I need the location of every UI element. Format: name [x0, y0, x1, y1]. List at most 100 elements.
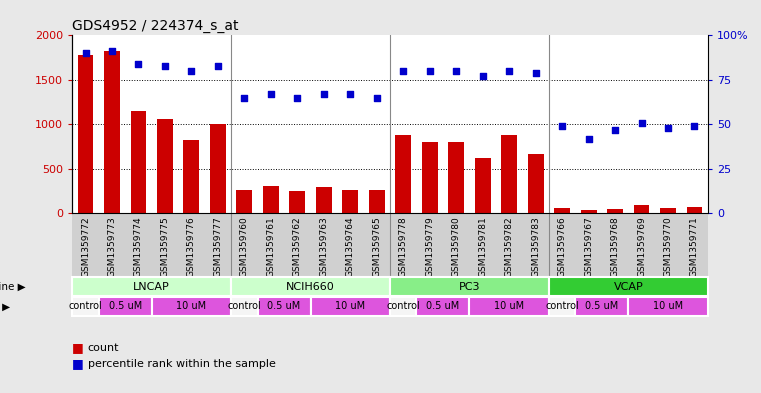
Text: GSM1359774: GSM1359774 — [134, 217, 143, 277]
Point — [318, 91, 330, 97]
Point — [424, 68, 436, 74]
Text: GSM1359766: GSM1359766 — [558, 217, 567, 277]
Point — [662, 125, 674, 131]
Bar — [210, 125, 226, 213]
Point — [106, 48, 118, 55]
Text: cell line ▶: cell line ▶ — [0, 282, 26, 292]
Bar — [183, 140, 199, 213]
Bar — [157, 119, 173, 213]
Text: GSM1359776: GSM1359776 — [187, 217, 196, 277]
Text: GSM1359765: GSM1359765 — [372, 217, 381, 277]
Bar — [629, 297, 708, 316]
Point — [186, 68, 198, 74]
Text: control: control — [545, 301, 579, 312]
Text: VCAP: VCAP — [613, 282, 643, 292]
Bar — [231, 277, 390, 296]
Bar — [470, 297, 549, 316]
Bar — [78, 55, 94, 213]
Text: GSM1359775: GSM1359775 — [161, 217, 170, 277]
Text: GSM1359777: GSM1359777 — [213, 217, 222, 277]
Text: GSM1359783: GSM1359783 — [531, 217, 540, 277]
Text: GSM1359770: GSM1359770 — [664, 217, 673, 277]
Bar — [607, 209, 623, 213]
Bar — [660, 208, 676, 213]
Point — [397, 68, 409, 74]
Text: GSM1359761: GSM1359761 — [266, 217, 275, 277]
Point — [476, 73, 489, 79]
Text: LNCAP: LNCAP — [133, 282, 170, 292]
Bar — [258, 297, 310, 316]
Text: control: control — [68, 301, 103, 312]
Bar — [416, 297, 470, 316]
Bar — [289, 191, 305, 213]
Text: GSM1359779: GSM1359779 — [425, 217, 435, 277]
Bar — [369, 190, 385, 213]
Point — [609, 127, 621, 133]
Text: 10 uM: 10 uM — [494, 301, 524, 312]
Bar — [151, 297, 231, 316]
Point — [344, 91, 356, 97]
Bar — [263, 186, 279, 213]
Point — [238, 95, 250, 101]
Point — [291, 95, 304, 101]
Bar — [72, 297, 99, 316]
Point — [582, 136, 594, 142]
Bar — [549, 297, 575, 316]
Text: ■: ■ — [72, 341, 88, 354]
Text: 0.5 uM: 0.5 uM — [109, 301, 142, 312]
Point — [689, 123, 701, 129]
Text: PC3: PC3 — [459, 282, 480, 292]
Text: 0.5 uM: 0.5 uM — [426, 301, 460, 312]
Bar — [72, 277, 231, 296]
Text: 10 uM: 10 uM — [653, 301, 683, 312]
Bar — [501, 135, 517, 213]
Bar — [316, 187, 332, 213]
Bar — [581, 210, 597, 213]
Bar — [575, 297, 629, 316]
Bar — [310, 297, 390, 316]
Text: 0.5 uM: 0.5 uM — [585, 301, 619, 312]
Text: GSM1359782: GSM1359782 — [505, 217, 514, 277]
Text: GSM1359764: GSM1359764 — [345, 217, 355, 277]
Point — [530, 70, 542, 76]
Bar — [237, 190, 253, 213]
Bar — [99, 297, 151, 316]
Text: 0.5 uM: 0.5 uM — [267, 301, 301, 312]
Text: GSM1359771: GSM1359771 — [690, 217, 699, 277]
Bar — [686, 207, 702, 213]
Text: GSM1359768: GSM1359768 — [610, 217, 619, 277]
Bar — [448, 142, 464, 213]
Point — [556, 123, 568, 129]
Bar — [527, 154, 543, 213]
Bar — [342, 190, 358, 213]
Bar — [549, 277, 708, 296]
Point — [132, 61, 145, 67]
Point — [265, 91, 277, 97]
Point — [79, 50, 91, 56]
Text: GSM1359780: GSM1359780 — [452, 217, 460, 277]
Point — [371, 95, 383, 101]
Point — [212, 62, 224, 69]
Point — [159, 62, 171, 69]
Text: 10 uM: 10 uM — [177, 301, 206, 312]
Point — [450, 68, 462, 74]
Bar — [390, 277, 549, 296]
Text: percentile rank within the sample: percentile rank within the sample — [88, 358, 275, 369]
Text: GSM1359767: GSM1359767 — [584, 217, 593, 277]
Text: GSM1359772: GSM1359772 — [81, 217, 90, 277]
Text: NCIH660: NCIH660 — [286, 282, 335, 292]
Bar — [231, 297, 258, 316]
Text: control: control — [228, 301, 261, 312]
Bar — [390, 297, 416, 316]
Text: GDS4952 / 224374_s_at: GDS4952 / 224374_s_at — [72, 19, 239, 33]
Text: ■: ■ — [72, 357, 88, 370]
Point — [503, 68, 515, 74]
Text: 10 uM: 10 uM — [336, 301, 365, 312]
Text: GSM1359769: GSM1359769 — [637, 217, 646, 277]
Bar — [422, 142, 438, 213]
Text: GSM1359760: GSM1359760 — [240, 217, 249, 277]
Text: count: count — [88, 343, 119, 353]
Bar — [104, 51, 120, 213]
Bar — [634, 205, 649, 213]
Bar — [475, 158, 491, 213]
